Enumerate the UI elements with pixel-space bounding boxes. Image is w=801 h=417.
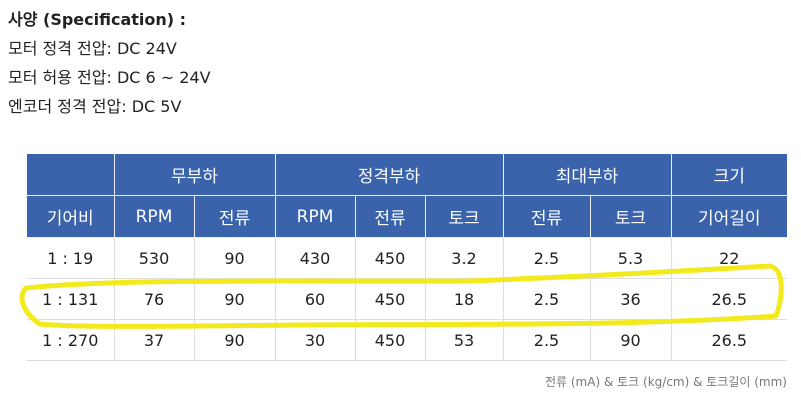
table-cell: 90 [193,319,276,361]
spec-table: 무부하 정격부하 최대부하 크기 기어비 RPM 전류 RPM 전류 토크 전류… [27,154,788,361]
table-cell: 5.3 [589,237,672,279]
table-cell: 36 [589,278,672,320]
table-cell: 76 [113,278,194,320]
unit-footnote: 전류 (mA) & 토크 (kg/cm) & 토크길이 (mm) [544,375,787,389]
header-blank [27,154,114,196]
table-row-highlighted: 1 : 131 76 90 60 450 18 2.5 36 26.5 [27,278,788,320]
table-cell: 450 [354,237,426,279]
table-cell: 1 : 270 [27,319,114,361]
table-cell: 53 [424,319,504,361]
motor-rated-voltage: 모터 정격 전압: DC 24V [8,39,177,58]
table-cell: 2.5 [502,237,591,279]
table-cell: 530 [113,237,194,279]
table-cell: 3.2 [424,237,504,279]
column-header-gear-length: 기어길이 [670,195,788,238]
table-cell: 18 [424,278,504,320]
group-header-no-load: 무부하 [113,154,276,196]
table-cell: 2.5 [502,319,591,361]
table-cell: 90 [193,278,276,320]
table-cell: 430 [274,237,356,279]
spec-section: 사양 (Specification) : 모터 정격 전압: DC 24V 모터… [8,6,211,121]
group-header-size: 크기 [670,154,788,196]
column-header-gear-ratio: 기어비 [27,195,114,238]
group-header-max-load: 최대부하 [502,154,672,196]
table-cell: 26.5 [670,278,788,320]
column-header-rated-torque: 토크 [424,195,504,238]
table-cell: 60 [274,278,356,320]
column-header-max-current: 전류 [502,195,591,238]
column-header-rated-rpm: RPM [274,195,356,238]
table-cell: 450 [354,319,426,361]
motor-allowed-voltage: 모터 허용 전압: DC 6 ~ 24V [8,68,211,87]
column-header-max-torque: 토크 [589,195,672,238]
table-cell: 90 [589,319,672,361]
group-header-rated-load: 정격부하 [274,154,504,196]
column-header-no-load-current: 전류 [193,195,276,238]
table-cell: 90 [193,237,276,279]
table-cell: 1 : 19 [27,237,114,279]
table-cell: 450 [354,278,426,320]
table-cell: 30 [274,319,356,361]
table-cell: 2.5 [502,278,591,320]
column-header-rated-current: 전류 [354,195,426,238]
table-cell: 22 [670,237,788,279]
table-cell: 1 : 131 [27,278,114,320]
encoder-rated-voltage: 엔코더 정격 전압: DC 5V [8,97,182,116]
table-cell: 26.5 [670,319,788,361]
table-row: 1 : 270 37 90 30 450 53 2.5 90 26.5 [27,319,788,361]
table-cell: 37 [113,319,194,361]
column-header-no-load-rpm: RPM [113,195,194,238]
spec-title: 사양 (Specification) : [8,10,187,29]
table-row: 1 : 19 530 90 430 450 3.2 2.5 5.3 22 [27,237,788,279]
